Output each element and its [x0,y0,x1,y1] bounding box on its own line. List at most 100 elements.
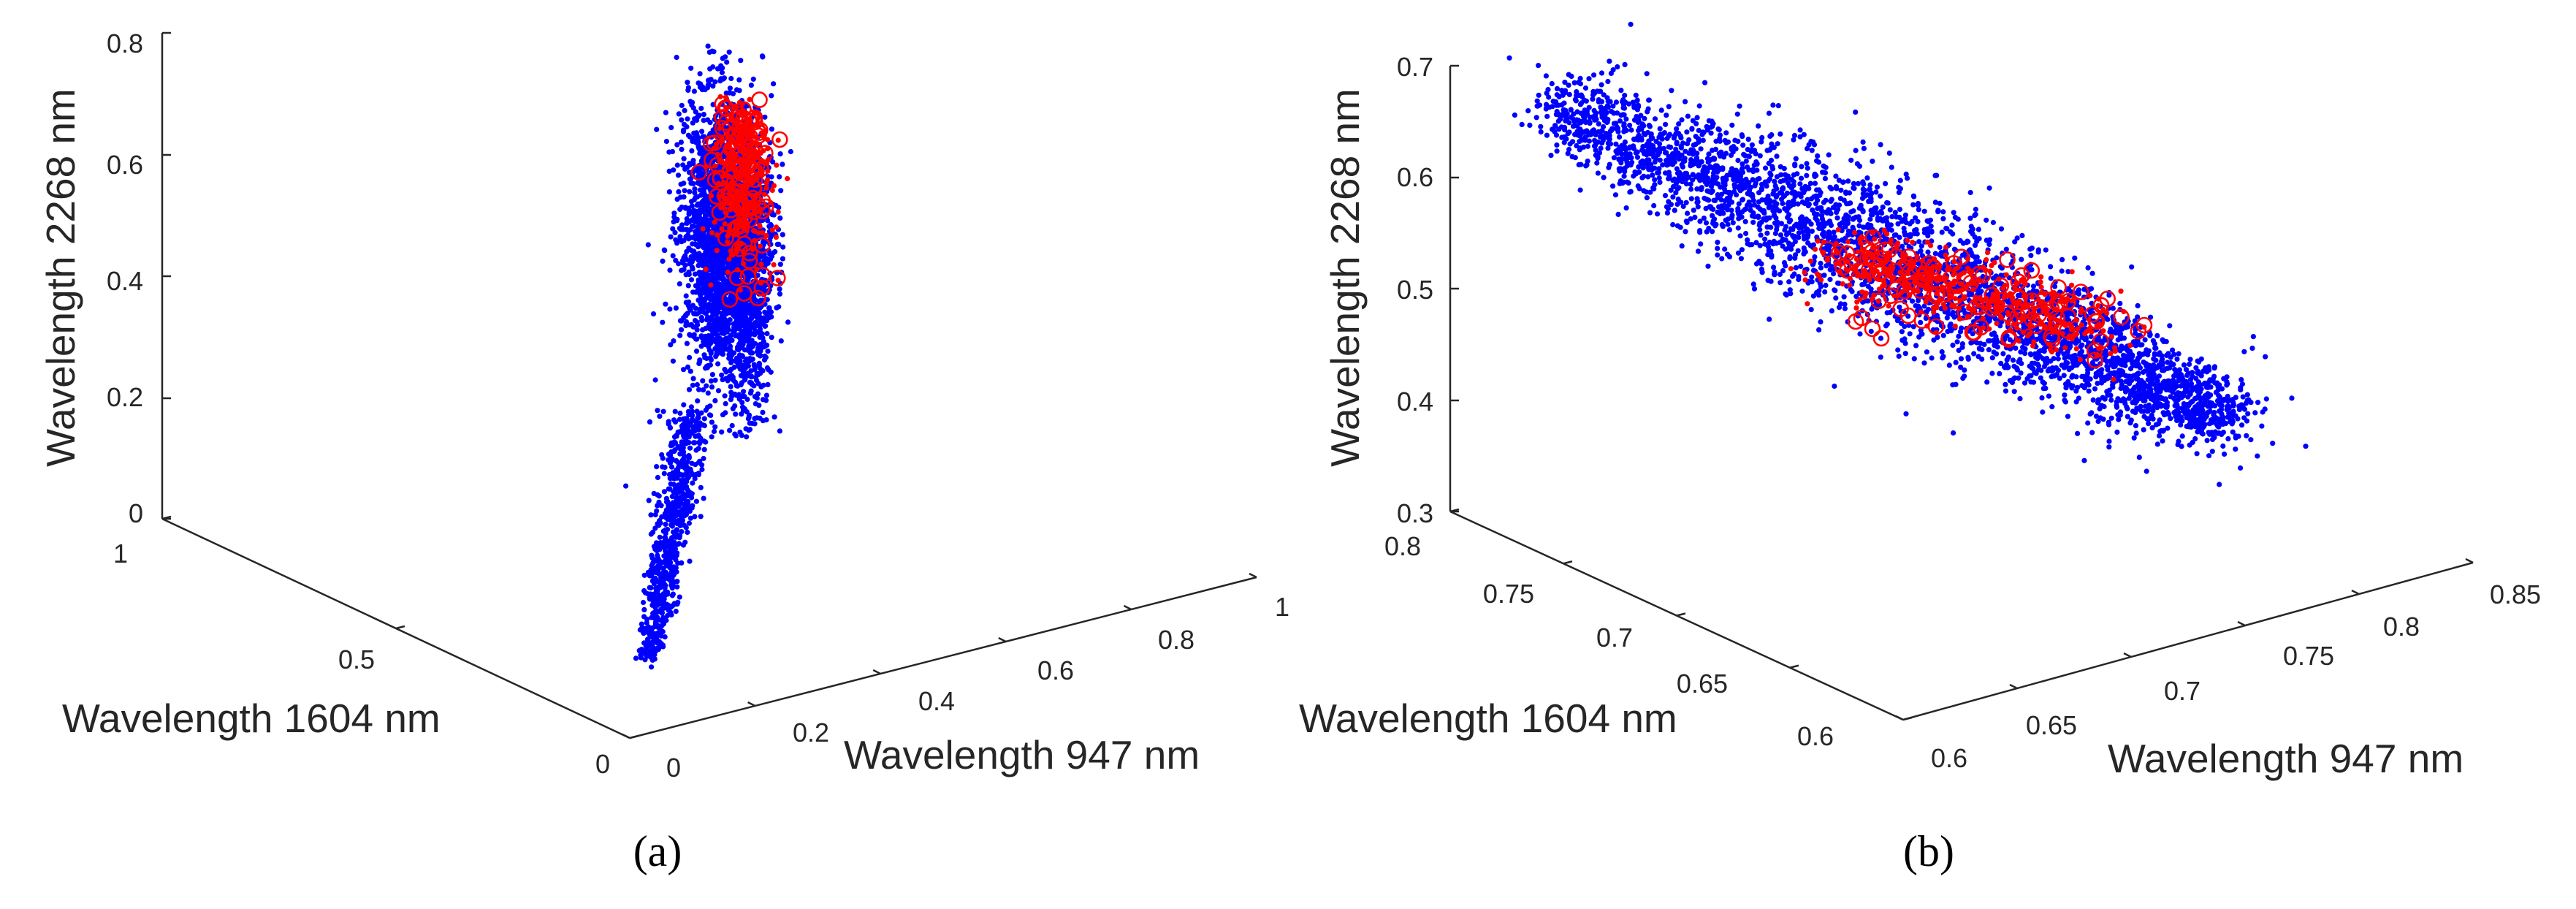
panel-a-blue-point [683,525,689,530]
panel-a-blue-point [769,126,774,132]
panel-a-blue-point [663,530,668,536]
panel-a-blue-point [742,394,747,400]
panel-a-blue-point [728,357,734,363]
panel-b-blue-point [2157,433,2162,439]
panel-a-blue-point [743,363,749,369]
panel-a-blue-point [685,303,691,308]
panel-a-blue-point [675,560,681,566]
panel-a-blue-point [681,367,687,373]
panel-a-blue-point [712,79,718,85]
panel-a-blue-point [685,116,690,122]
panel-a-blue-point [667,557,673,563]
panel-a-blue-point [709,262,715,268]
panel-a-blue-point [673,257,679,263]
panel-a-y-tick-mark [629,734,639,739]
panel-a-blue-point [623,483,629,489]
panel-a-blue-point [685,283,691,289]
panel-a-blue-point [696,270,703,275]
panel-b-tick-marks [1449,64,2474,721]
panel-b-blue-point [1860,139,1866,145]
panel-a-blue-point [671,517,677,523]
panel-b-blue-point [1951,430,1956,436]
panel-a-blue-point [768,221,774,228]
panel-a-red-point [754,123,761,129]
panel-a-blue-point [736,365,742,370]
panel-a-red-point [732,219,738,225]
panel-a-x-axis-line [629,576,1257,739]
panel-a-blue-point [694,311,700,317]
panel-b-blue-point [1735,157,1741,164]
panel-a-blue-point [688,65,694,71]
panel-a-z-tick: 0 [129,498,143,528]
panel-a-blue-point [666,486,671,492]
panel-a-blue-point [670,591,677,597]
panel-a-blue-point [673,305,679,311]
panel-a-blue-point [682,107,687,113]
panel-a-blue-point [648,531,654,537]
panel-a-blue-point [748,83,754,88]
panel-a-blue-point [771,212,777,218]
panel-b-blue-point [1783,224,1789,229]
panel-a-red-point [774,224,780,230]
panel-b-blue-point [1975,227,1981,232]
panel-a-red-point [771,183,777,189]
panel-a-blue-point [638,653,644,658]
panel-a-blue-point [716,266,722,273]
panel-a-blue-point [712,296,718,302]
panel-a-blue-point [674,487,681,493]
panel-a-blue-point [727,346,733,351]
panel-a-blue-point [736,396,742,402]
panel-a-blue-point [744,409,750,415]
panel-a-blue-point [690,480,696,486]
panel-a-blue-point [674,550,680,556]
panel-a-blue-point [690,157,696,164]
panel-a-blue-point [666,563,671,568]
panel-a-blue-point [676,111,682,117]
panel-a-blue-point [680,422,686,427]
panel-a-blue-point [712,377,718,383]
panel-b-blue-point [1804,172,1810,178]
panel-a-blue-point [677,521,683,527]
panel-a-blue-point [788,148,793,155]
panel-a-blue-point [736,88,742,94]
panel-a-blue-point [760,335,766,341]
panel-a-red-point [723,210,729,216]
panel-a-blue-point [701,300,707,305]
panel-a-blue-point [674,162,680,168]
panel-a-blue-point [674,579,680,585]
panel-b-blue-point [1512,112,1517,118]
panel-a-red-point [765,137,771,142]
panel-a-blue-point [672,229,678,235]
panel-a-blue-point [731,364,737,370]
panel-a-blue-point [666,471,673,478]
panel-a-blue-point [681,194,687,200]
panel-a-blue-point [659,544,666,549]
panel-b-x-tick-mark [2009,683,2018,690]
panel-a-blue-point [683,322,689,329]
panel-a-blue-point [728,75,734,82]
panel-a-blue-point [763,417,769,423]
panel-a-blue-point [652,377,658,383]
panel-b-blue-point [1688,186,1694,192]
panel-b-blue-point [1768,224,1774,230]
panel-a-blue-point [714,351,720,357]
panel-a-blue-point [685,85,692,91]
panel-a-red-point [708,282,714,288]
panel-a-blue-point [712,424,718,430]
panel-a-red-point [747,161,753,167]
panel-a-blue-point [679,222,685,228]
panel-a-blue-point [687,515,694,521]
panel-a-blue-point [652,511,658,518]
panel-a-blue-point [700,422,706,428]
panel-a-red-point [760,230,766,236]
panel-a-blue-point [656,522,662,528]
panel-a-blue-point [655,625,661,631]
panel-a-x-tick: 1 [1275,592,1289,622]
panel-a-blue-point [742,309,748,315]
panel-a-z-tick: 0.2 [107,382,143,412]
panel-a-blue-point [663,301,668,307]
panel-a-blue-point [656,493,662,499]
panel-a-blue-point [681,402,687,408]
panel-a-blue-point [663,110,669,115]
panel-a-blue-point [709,371,716,378]
